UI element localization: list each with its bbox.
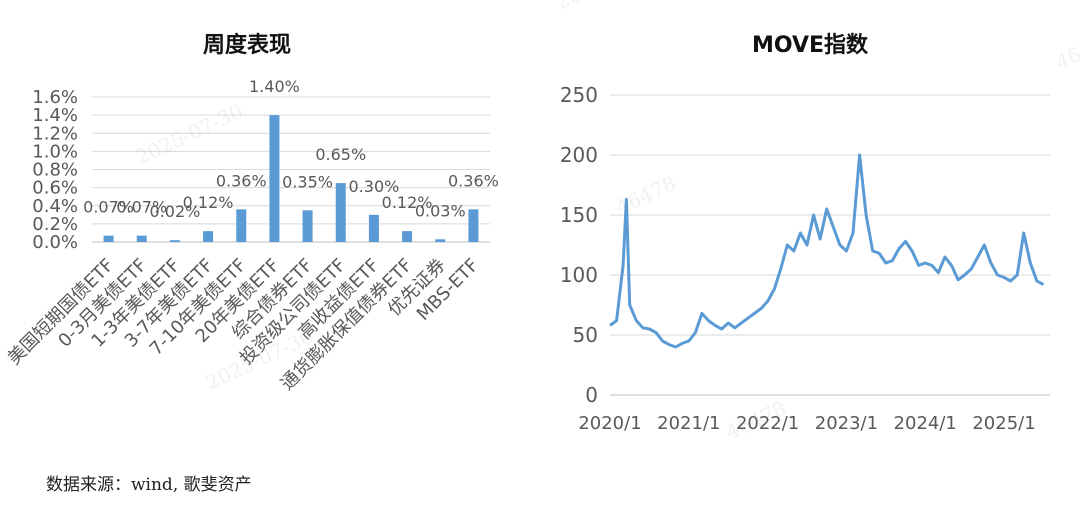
line-chart-x-ticks: 2020/1 2021/1 2022/1 2023/1 2024/1 2025/1: [578, 413, 1035, 434]
bar-1: [103, 235, 114, 242]
bar-data-label: 0.35%: [282, 172, 333, 191]
weekly-performance-chart: 周度表现 1.6%1.4%1.2%1.0%0.8%0.6%0.4%0.2%0.0…: [4, 32, 499, 395]
bar-data-label: 0.07%: [116, 198, 167, 217]
bar-data-label: 0.12%: [183, 193, 234, 212]
line-x-tick-label: 2020/1: [578, 413, 641, 434]
move-index-line: [609, 153, 1045, 349]
bar-11: [435, 239, 446, 242]
line-chart-series: [609, 153, 1045, 349]
line-chart-title: MOVE指数: [752, 32, 869, 58]
watermark-text: 2025-07-30: [552, 0, 667, 15]
bar-y-tick-label: 1.6%: [32, 87, 78, 108]
bar-y-tick-label: 0.2%: [32, 214, 78, 235]
bar-chart-bars: [103, 115, 479, 242]
bar-data-label: 0.36%: [448, 171, 499, 190]
bar-4: [203, 231, 214, 242]
line-y-tick-label: 0: [585, 383, 598, 407]
bar-2: [136, 235, 147, 242]
bar-3: [169, 240, 180, 242]
bar-y-tick-label: 1.2%: [32, 123, 78, 144]
line-x-tick-label: 2024/1: [894, 413, 957, 434]
bar-y-tick-label: 1.0%: [32, 141, 78, 162]
bar-y-tick-label: 0.6%: [32, 178, 78, 199]
bar-data-label: 0.30%: [349, 177, 400, 196]
bar-data-label: 0.12%: [382, 193, 433, 212]
line-y-tick-label: 50: [573, 323, 598, 347]
bar-6: [269, 115, 280, 242]
line-y-tick-label: 200: [560, 143, 598, 167]
line-x-tick-label: 2021/1: [657, 413, 720, 434]
bar-data-label: 0.03%: [415, 201, 466, 220]
bar-7: [302, 210, 313, 242]
bar-10: [402, 231, 413, 242]
bar-5: [236, 209, 247, 242]
bar-chart-gridlines: [92, 96, 490, 243]
line-chart-gridlines: [610, 94, 1050, 396]
line-x-tick-label: 2025/1: [972, 413, 1035, 434]
bar-chart-title: 周度表现: [203, 32, 291, 58]
bar-9: [368, 214, 379, 242]
bar-chart-y-ticks: 1.6%1.4%1.2%1.0%0.8%0.6%0.4%0.2%0.0%: [32, 87, 78, 253]
bar-8: [335, 183, 346, 242]
line-y-tick-label: 250: [560, 83, 598, 107]
watermark-text: 2025-07-30: [132, 99, 247, 169]
bar-data-label: 0.65%: [315, 145, 366, 164]
line-y-tick-label: 150: [560, 203, 598, 227]
line-y-tick-label: 100: [560, 263, 598, 287]
watermark-text: 46478: [612, 171, 680, 220]
line-x-tick-label: 2023/1: [815, 413, 878, 434]
bar-data-label: 0.02%: [150, 202, 201, 221]
watermark-text: 46478: [1052, 26, 1080, 75]
line-x-tick-label: 2022/1: [736, 413, 799, 434]
bar-y-tick-label: 1.4%: [32, 105, 78, 126]
source-note: 数据来源：wind, 歌斐资产: [46, 475, 252, 495]
bar-y-tick-label: 0.0%: [32, 232, 78, 253]
bar-chart-data-labels: 0.07%0.07%0.02%0.12%0.36%1.40%0.35%0.65%…: [83, 77, 499, 221]
bar-data-label: 0.07%: [83, 198, 134, 217]
bar-y-tick-label: 0.8%: [32, 160, 78, 181]
bar-data-label: 1.40%: [249, 77, 300, 96]
bar-data-label: 0.36%: [216, 171, 267, 190]
watermark-text: 46478: [722, 396, 790, 445]
move-index-chart: MOVE指数 0 50 100 150 200 250 2020/1 2021/1 2022/…: [560, 32, 1050, 434]
bar-y-tick-label: 0.4%: [32, 196, 78, 217]
line-chart-y-ticks: 0 50 100 150 200 250: [560, 83, 598, 407]
bar-12: [468, 209, 479, 242]
